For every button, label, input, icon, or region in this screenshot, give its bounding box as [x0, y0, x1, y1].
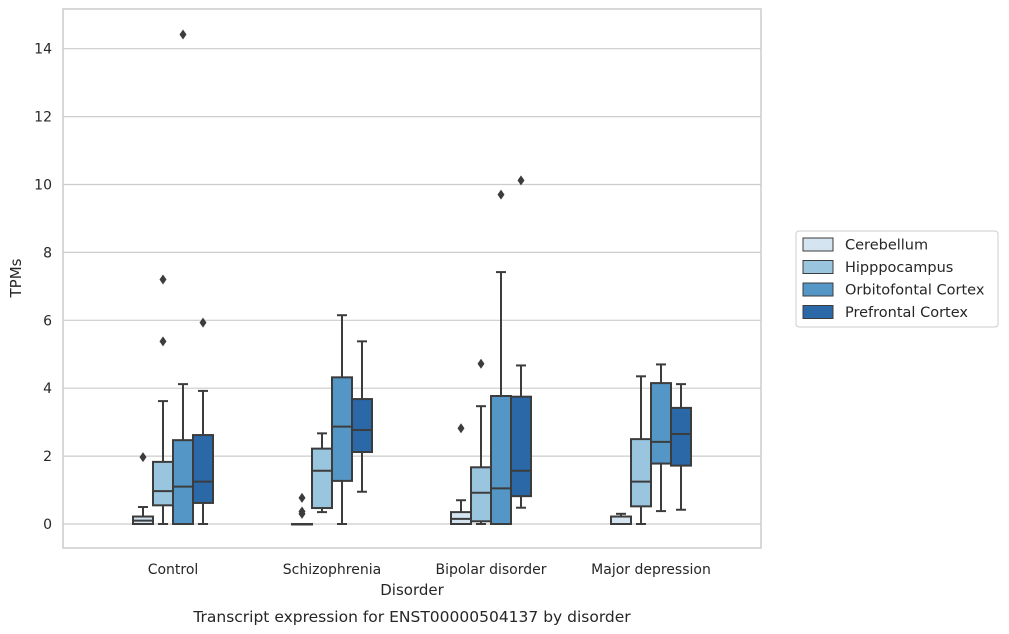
outlier-point — [159, 274, 167, 285]
legend-swatch — [802, 282, 834, 297]
outlier-point — [497, 189, 505, 200]
box-1-1 — [311, 432, 333, 514]
outlier-point — [298, 492, 306, 503]
legend-swatch — [802, 237, 834, 252]
legend-label: Cerebellum — [845, 238, 928, 254]
legend-label: Hipppocampus — [845, 260, 953, 276]
box-iqr — [152, 460, 174, 507]
box-iqr — [192, 434, 214, 504]
legend-label: Orbitofontal Cortex — [845, 283, 985, 299]
box-2-3 — [650, 363, 672, 513]
y-tick-label: 2 — [43, 449, 52, 465]
y-tick-label: 8 — [43, 245, 52, 261]
box-1-0 — [152, 274, 174, 525]
box-0-2 — [450, 423, 472, 525]
y-tick-label: 12 — [34, 110, 52, 126]
legend-swatch — [802, 260, 834, 274]
outlier-point — [199, 317, 207, 328]
legend-swatch — [802, 305, 834, 319]
box-iqr — [470, 466, 492, 523]
box-0-3 — [610, 512, 632, 526]
y-tick-label: 10 — [34, 178, 52, 194]
y-tick-label: 0 — [43, 517, 52, 533]
box-0-1 — [291, 492, 313, 526]
outlier-point — [179, 29, 187, 40]
box-2-2 — [490, 189, 512, 526]
y-tick-label: 14 — [34, 42, 52, 58]
outlier-point — [477, 358, 485, 369]
box-iqr — [630, 438, 652, 508]
y-axis-label: TPMs — [7, 258, 25, 298]
x-tick-label: Schizophrenia — [283, 562, 381, 578]
box-iqr — [331, 376, 353, 482]
box-2-1 — [331, 314, 353, 525]
y-tick-label: 6 — [43, 313, 52, 329]
box-3-1 — [351, 340, 373, 493]
box-1-3 — [630, 375, 652, 525]
box-iqr — [650, 382, 672, 465]
box-iqr — [351, 398, 373, 454]
boxes — [132, 29, 692, 526]
box-iqr — [510, 395, 532, 498]
box-1-2 — [470, 358, 492, 525]
box-iqr — [172, 439, 194, 525]
legend-label: Prefrontal Cortex — [845, 305, 968, 321]
y-axis-ticks: 0 2 4 6 8 10 12 14 — [34, 42, 52, 533]
box-iqr — [490, 395, 512, 526]
box-iqr — [610, 515, 632, 526]
legend-frame — [795, 230, 999, 328]
x-tick-label: Major depression — [591, 562, 711, 578]
box-iqr — [670, 406, 692, 467]
x-axis-ticks: Control Schizophrenia Bipolar disorder Majo… — [148, 562, 711, 578]
chart-caption: Transcript expression for ENST0000050413… — [192, 608, 631, 626]
outlier-point — [298, 506, 306, 517]
outlier-point — [139, 452, 147, 463]
x-tick-label: Bipolar disorder — [435, 562, 546, 578]
box-2-0 — [172, 29, 194, 525]
box-iqr — [311, 447, 333, 510]
x-axis-label: Disorder — [380, 581, 444, 599]
box-3-3 — [670, 383, 692, 511]
outlier-point — [457, 423, 465, 434]
outlier-point — [159, 336, 167, 347]
plot-frame — [62, 8, 762, 549]
box-3-2 — [510, 175, 532, 509]
x-tick-label: Control — [148, 562, 199, 578]
box-3-0 — [192, 317, 214, 525]
y-tick-label: 4 — [43, 381, 52, 397]
box-0-0 — [132, 452, 154, 526]
legend: Cerebellum Hipppocampus Orbitofontal Corte… — [795, 230, 999, 328]
outlier-point — [517, 175, 525, 186]
